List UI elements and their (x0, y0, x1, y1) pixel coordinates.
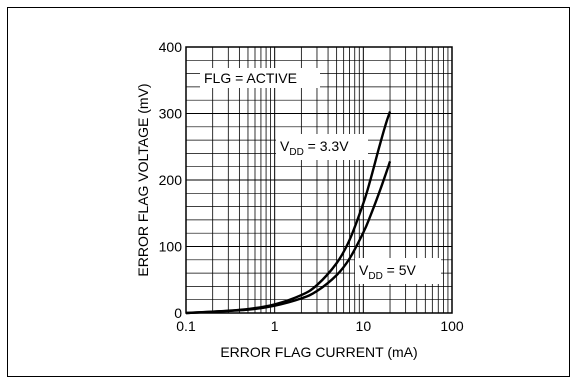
series-a-label-rest: = 3.3V (304, 138, 349, 154)
series-a-label-group: VDD = 3.3V (276, 134, 368, 160)
y-tick-label: 100 (159, 239, 183, 255)
series-a-label-main: V (280, 138, 290, 154)
y-tick-label: 300 (159, 106, 183, 122)
series-b-label-sub: DD (368, 271, 382, 282)
y-tick-label: 0 (174, 305, 182, 321)
series-a-label: VDD = 3.3V (280, 138, 349, 158)
condition-label-group: FLG = ACTIVE (200, 68, 320, 88)
condition-label: FLG = ACTIVE (204, 70, 297, 86)
x-axis-label: ERROR FLAG CURRENT (mA) (220, 344, 417, 360)
x-tick-label: 10 (356, 318, 372, 334)
x-tick-label: 1 (271, 318, 279, 334)
series-lines (185, 111, 392, 315)
series-b-label-main: V (359, 262, 369, 278)
x-tick-label: 0.1 (176, 318, 196, 334)
series-b-label-group: VDD = 5V (355, 258, 441, 284)
y-axis-label: ERROR FLAG VOLTAGE (mV) (135, 83, 151, 276)
series-a-label-sub: DD (289, 147, 303, 158)
tick-labels: 0.1 1 10 100 0 100 200 300 400 (159, 39, 464, 334)
y-tick-label: 200 (159, 172, 183, 188)
grid (185, 47, 452, 313)
plot-border (185, 46, 453, 314)
series-b-label-rest: = 5V (383, 262, 417, 278)
x-tick-label: 100 (440, 318, 464, 334)
series-line-b (185, 160, 392, 315)
y-tick-label: 400 (159, 39, 183, 55)
series-b-label: VDD = 5V (359, 262, 417, 282)
chart-frame (7, 7, 570, 377)
